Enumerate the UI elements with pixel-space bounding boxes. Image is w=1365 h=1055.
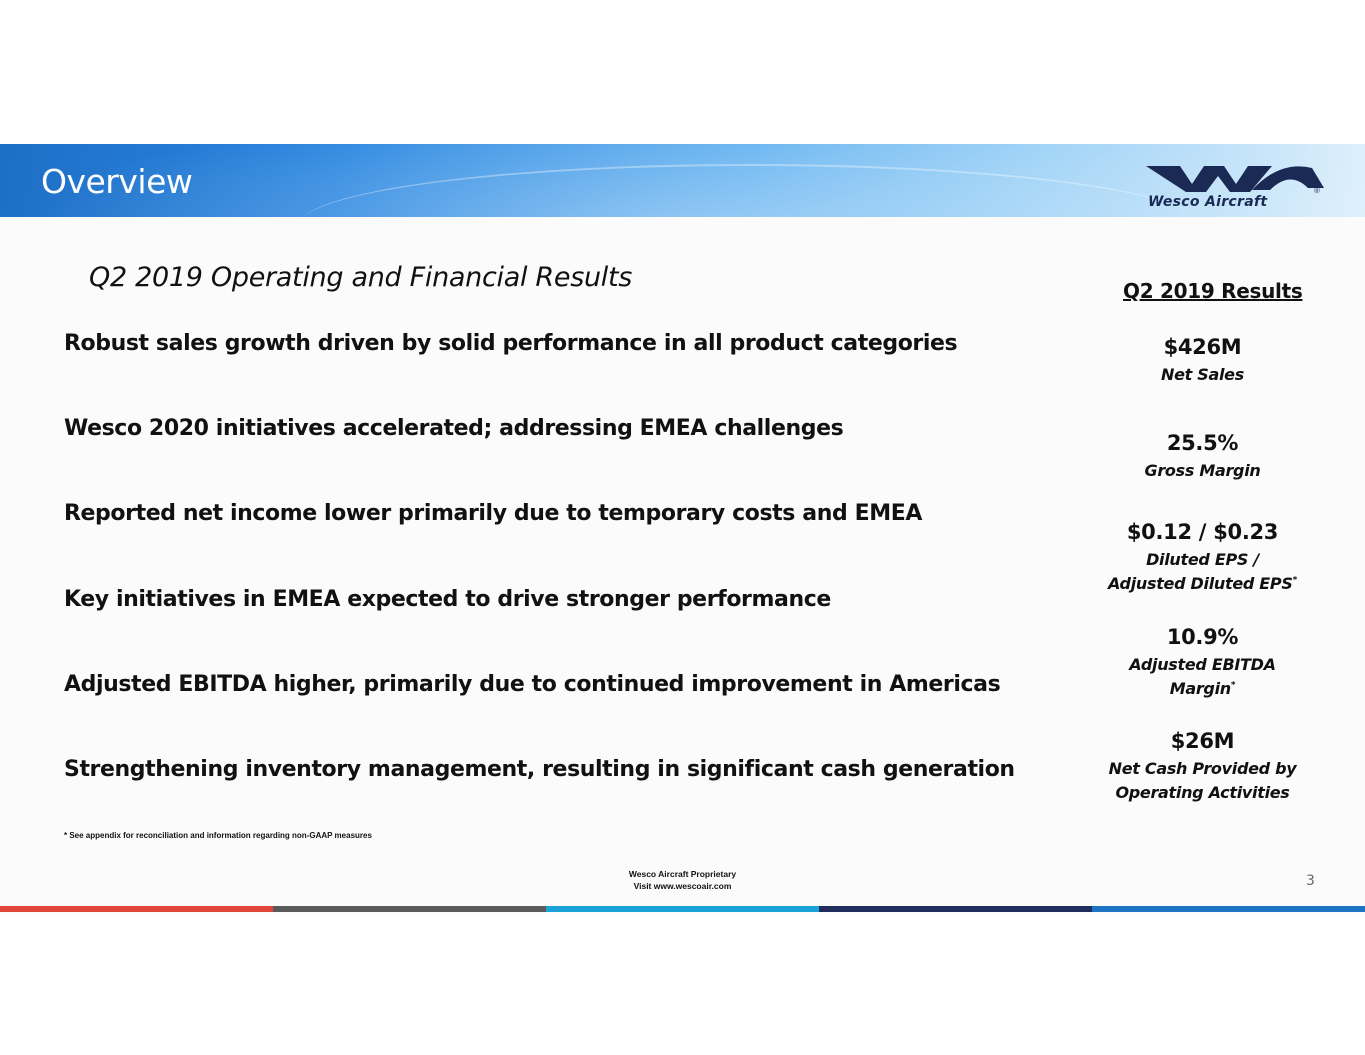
logo-text: Wesco Aircraft <box>1148 194 1268 210</box>
metric-value-ebitda-margin: 10.9% <box>1166 625 1239 649</box>
metric-label-eps-line2: Adjusted Diluted EPS* <box>1090 574 1315 593</box>
metric-label-cash-line1: Net Cash Provided by <box>1108 759 1297 778</box>
wesco-logo-mark-icon <box>1146 166 1324 192</box>
metric-value-net-sales: $426M <box>1163 335 1242 359</box>
metric-label-cash-line2: Operating Activities <box>1115 783 1290 802</box>
bullet-3: Reported net income lower primarily due … <box>64 501 922 526</box>
footer-color-bar <box>0 906 1365 912</box>
footnote: * See appendix for reconciliation and in… <box>64 831 372 840</box>
footer-website: Visit www.wescoair.com <box>633 881 732 891</box>
color-bar-segment <box>273 906 546 912</box>
footer-center: Wesco Aircraft Proprietary Visit www.wes… <box>580 868 785 892</box>
metric-label-ebitda-line2: Margin* <box>1090 679 1315 698</box>
metric-label-eps-line1: Diluted EPS / <box>1146 550 1259 569</box>
color-bar-segment <box>546 906 819 912</box>
metric-value-cash: $26M <box>1170 729 1235 753</box>
metric-label-net-sales: Net Sales <box>1161 365 1244 384</box>
section-subtitle: Q2 2019 Operating and Financial Results <box>89 262 633 293</box>
color-bar-segment <box>0 906 273 912</box>
bullet-6: Strengthening inventory management, resu… <box>64 757 1015 782</box>
wesco-aircraft-logo: Wesco Aircraft ® <box>1140 162 1330 214</box>
bullet-5: Adjusted EBITDA higher, primarily due to… <box>64 672 1001 697</box>
metric-label-gross-margin: Gross Margin <box>1144 461 1261 480</box>
slide-title: Overview <box>41 162 193 201</box>
non-gaap-mark: * <box>1292 575 1298 586</box>
registered-mark: ® <box>1314 186 1320 195</box>
metric-value-eps: $0.12 / $0.23 <box>1126 520 1279 544</box>
results-header: Q2 2019 Results <box>1123 279 1303 303</box>
page-number: 3 <box>1306 873 1315 889</box>
color-bar-segment <box>819 906 1092 912</box>
non-gaap-mark: * <box>1230 680 1236 691</box>
bullet-1: Robust sales growth driven by solid perf… <box>64 331 958 356</box>
metric-value-gross-margin: 25.5% <box>1166 431 1239 455</box>
slide: Overview Wesco Aircraft ® Q2 2019 Operat… <box>0 144 1365 913</box>
metric-label-ebitda-line1: Adjusted EBITDA <box>1129 655 1276 674</box>
bullet-4: Key initiatives in EMEA expected to driv… <box>64 587 831 612</box>
metric-label-ebitda-text: Margin <box>1169 679 1231 698</box>
metric-label-eps-text: Adjusted Diluted EPS <box>1107 574 1293 593</box>
footer-proprietary: Wesco Aircraft Proprietary <box>628 869 737 879</box>
header-band: Overview Wesco Aircraft ® <box>0 144 1365 217</box>
color-bar-segment <box>1092 906 1365 912</box>
bullet-2: Wesco 2020 initiatives accelerated; addr… <box>64 416 844 441</box>
